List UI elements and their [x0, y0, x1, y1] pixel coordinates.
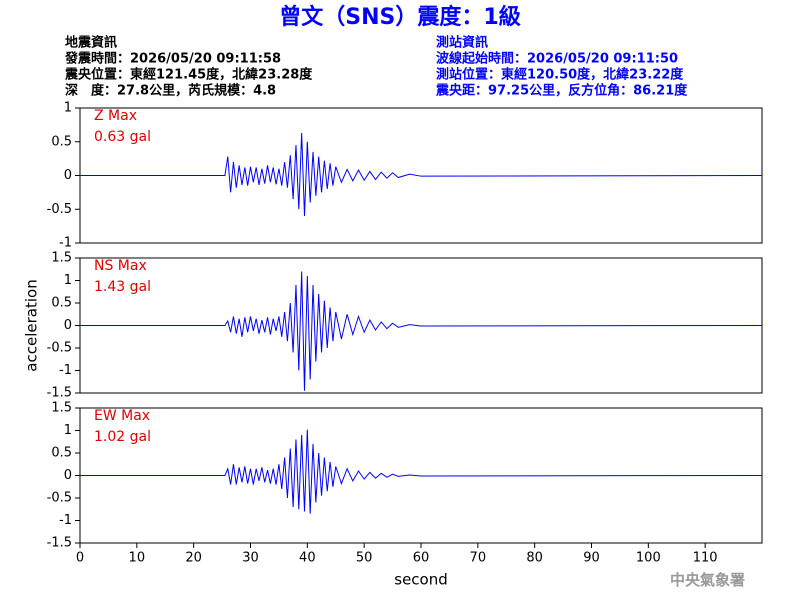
annotation: Z Max	[94, 108, 137, 124]
waveform	[80, 429, 763, 514]
waveform	[80, 271, 763, 391]
info-left: 發震時間：2026/05/20 09:11:58	[64, 51, 281, 67]
x-tick-label: 40	[299, 551, 316, 566]
annotation: 1.43 gal	[94, 279, 151, 295]
y-tick-label: -1.5	[47, 536, 72, 551]
y-tick-label: 1.5	[51, 401, 72, 416]
y-tick-label: 0	[64, 168, 72, 183]
info-right: 波線起始時間：2026/05/20 09:11:50	[436, 51, 678, 67]
info-left: 地震資訊	[65, 35, 117, 51]
x-tick-label: 70	[470, 551, 487, 566]
annotation: EW Max	[94, 408, 150, 424]
y-tick-label: 1	[64, 423, 72, 438]
y-tick-label: 1	[64, 101, 72, 116]
y-tick-label: -1	[59, 513, 72, 528]
y-axis-label: acceleration	[23, 279, 41, 371]
waveform	[80, 132, 763, 217]
watermark: 中央氣象署	[670, 571, 745, 589]
info-right: 測站位置：東經120.50度，北緯23.22度	[436, 67, 684, 83]
x-tick-label: 50	[356, 551, 373, 566]
x-tick-label: 0	[76, 551, 84, 566]
chart-title: 曾文（SNS）震度：1級	[279, 4, 520, 30]
y-tick-label: 0	[64, 318, 72, 333]
y-tick-label: -0.5	[47, 341, 72, 356]
x-tick-label: 100	[636, 551, 661, 566]
info-right: 測站資訊	[436, 35, 488, 51]
y-tick-label: -0.5	[47, 491, 72, 506]
y-tick-label: -1	[59, 236, 72, 251]
annotation: 1.02 gal	[94, 429, 151, 445]
x-tick-label: 10	[129, 551, 146, 566]
y-tick-label: 1.5	[51, 251, 72, 266]
y-tick-label: 0.5	[51, 296, 72, 311]
x-tick-label: 30	[242, 551, 259, 566]
y-tick-label: 1	[64, 273, 72, 288]
y-tick-label: -1	[59, 363, 72, 378]
x-tick-label: 20	[185, 551, 202, 566]
annotation: 0.63 gal	[94, 129, 151, 145]
y-tick-label: -0.5	[47, 202, 72, 217]
y-tick-label: -1.5	[47, 386, 72, 401]
x-tick-label: 80	[526, 551, 543, 566]
annotation: NS Max	[94, 258, 147, 274]
x-axis-label: second	[394, 571, 448, 589]
info-right: 震央距：97.25公里，反方位角：86.21度	[435, 83, 688, 99]
x-tick-label: 110	[693, 551, 718, 566]
x-tick-label: 90	[583, 551, 600, 566]
x-tick-label: 60	[413, 551, 430, 566]
info-left: 震央位置：東經121.45度，北緯23.28度	[64, 67, 313, 83]
y-tick-label: 0.5	[51, 446, 72, 461]
y-tick-label: 0	[64, 468, 72, 483]
info-left: 深 度：27.8公里，芮氏規模：4.8	[65, 83, 276, 99]
y-tick-label: 0.5	[51, 134, 72, 149]
